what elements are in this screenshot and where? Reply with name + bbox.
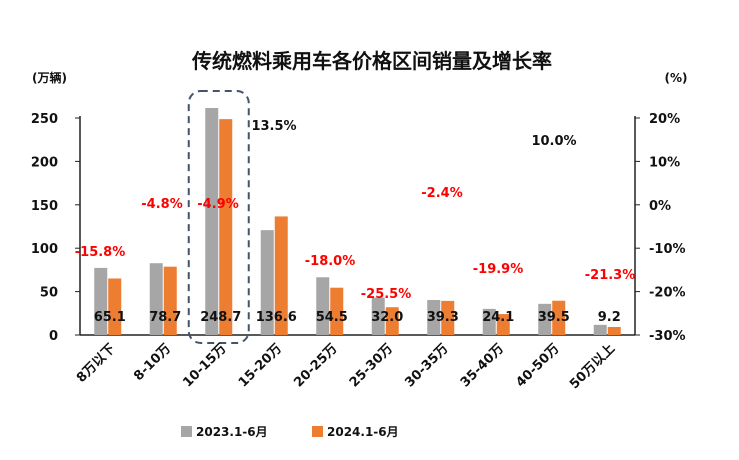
- y-right-tick-label: -30%: [649, 329, 686, 344]
- x-tick-label: 30-35万: [402, 341, 451, 390]
- bar-2023: [538, 303, 552, 335]
- growth-rate-label: -4.8%: [141, 197, 182, 212]
- x-tick-label: 10-15万: [180, 341, 229, 390]
- y-left-tick-label: 50: [40, 286, 58, 301]
- bar-value-label: 32.0: [371, 310, 403, 325]
- y-left-tick-label: 200: [31, 155, 58, 170]
- x-tick-label: 15-20万: [236, 341, 285, 390]
- y-right-unit: (%): [665, 71, 688, 85]
- bar-2024: [163, 266, 177, 335]
- x-tick-label: 25-30万: [347, 341, 396, 390]
- growth-rate-label: -21.3%: [585, 268, 636, 283]
- growth-rate-label: -19.9%: [473, 262, 524, 277]
- legend-swatch: [312, 426, 323, 437]
- legend: 2023.1-6月 2024.1-6月: [181, 425, 399, 439]
- legend-label: 2024.1-6月: [327, 425, 399, 439]
- bar-value-label: 24.1: [482, 310, 514, 325]
- bar-value-label: 54.5: [316, 310, 348, 325]
- bar-2023: [260, 230, 274, 335]
- bar-value-label: 39.5: [538, 310, 570, 325]
- y-left-unit: (万辆): [32, 70, 67, 85]
- growth-rate-label: -15.8%: [75, 245, 126, 260]
- bar-2023: [94, 267, 108, 335]
- y-right-tick-label: -20%: [649, 286, 686, 301]
- bar-2023: [482, 308, 496, 335]
- bar-2024: [385, 307, 399, 335]
- growth-rate-label: -18.0%: [305, 254, 356, 269]
- chart-title: 传统燃料乘用车各价格区间销量及增长率: [191, 49, 552, 73]
- bar-2024: [552, 300, 566, 335]
- x-tick-label: 50万以上: [567, 341, 618, 392]
- highlight-box: [187, 90, 250, 344]
- growth-rate-label: 13.5%: [251, 119, 296, 134]
- growth-rate-label: -25.5%: [361, 287, 412, 302]
- x-tick-label: 8-10万: [131, 341, 174, 384]
- bar-2024: [607, 327, 621, 335]
- growth-rate-label: 10.0%: [531, 134, 576, 149]
- bar-2024: [330, 287, 344, 335]
- bar-2024: [219, 119, 233, 335]
- legend-label: 2023.1-6月: [196, 425, 268, 439]
- bar-2023: [316, 277, 330, 335]
- bar-2023: [149, 263, 163, 335]
- x-tick-label: 35-40万: [458, 341, 507, 390]
- y-left-tick-label: 100: [31, 242, 58, 257]
- bar-2023: [205, 108, 219, 335]
- y-right-tick-label: 0%: [649, 199, 671, 214]
- legend-swatch: [181, 426, 192, 437]
- bar-value-label: 136.6: [256, 310, 297, 325]
- bar-value-label: 248.7: [200, 310, 241, 325]
- bar-value-label: 65.1: [94, 310, 126, 325]
- bar-2023: [593, 324, 607, 335]
- bar-value-label: 9.2: [598, 310, 621, 325]
- bar-value-label: 78.7: [149, 310, 181, 325]
- x-tick-label: 8万以下: [74, 341, 119, 386]
- y-right-tick-label: 20%: [649, 112, 680, 127]
- plot-area: 0 50 100 150 200 250 -30% -20% -10% 0% 10% 20% 65.1 8…: [31, 90, 686, 392]
- bar-2024: [108, 278, 122, 335]
- growth-rate-label: -4.9%: [197, 197, 238, 212]
- bar-value-label: 39.3: [427, 310, 459, 325]
- y-right-tick-label: -10%: [649, 242, 686, 257]
- growth-rate-label: -2.4%: [421, 186, 462, 201]
- bar-2024: [441, 300, 455, 335]
- x-tick-label: 40-50万: [513, 341, 562, 390]
- bar-2024: [496, 314, 510, 335]
- x-tick-label: 20-25万: [291, 341, 340, 390]
- y-right-tick-label: 10%: [649, 155, 680, 170]
- bar-2023: [371, 297, 385, 335]
- bar-2023: [427, 300, 441, 335]
- bar-2024: [274, 216, 288, 335]
- y-left-tick-label: 0: [49, 329, 58, 344]
- y-left-tick-label: 250: [31, 112, 58, 127]
- y-left-tick-label: 150: [31, 199, 58, 214]
